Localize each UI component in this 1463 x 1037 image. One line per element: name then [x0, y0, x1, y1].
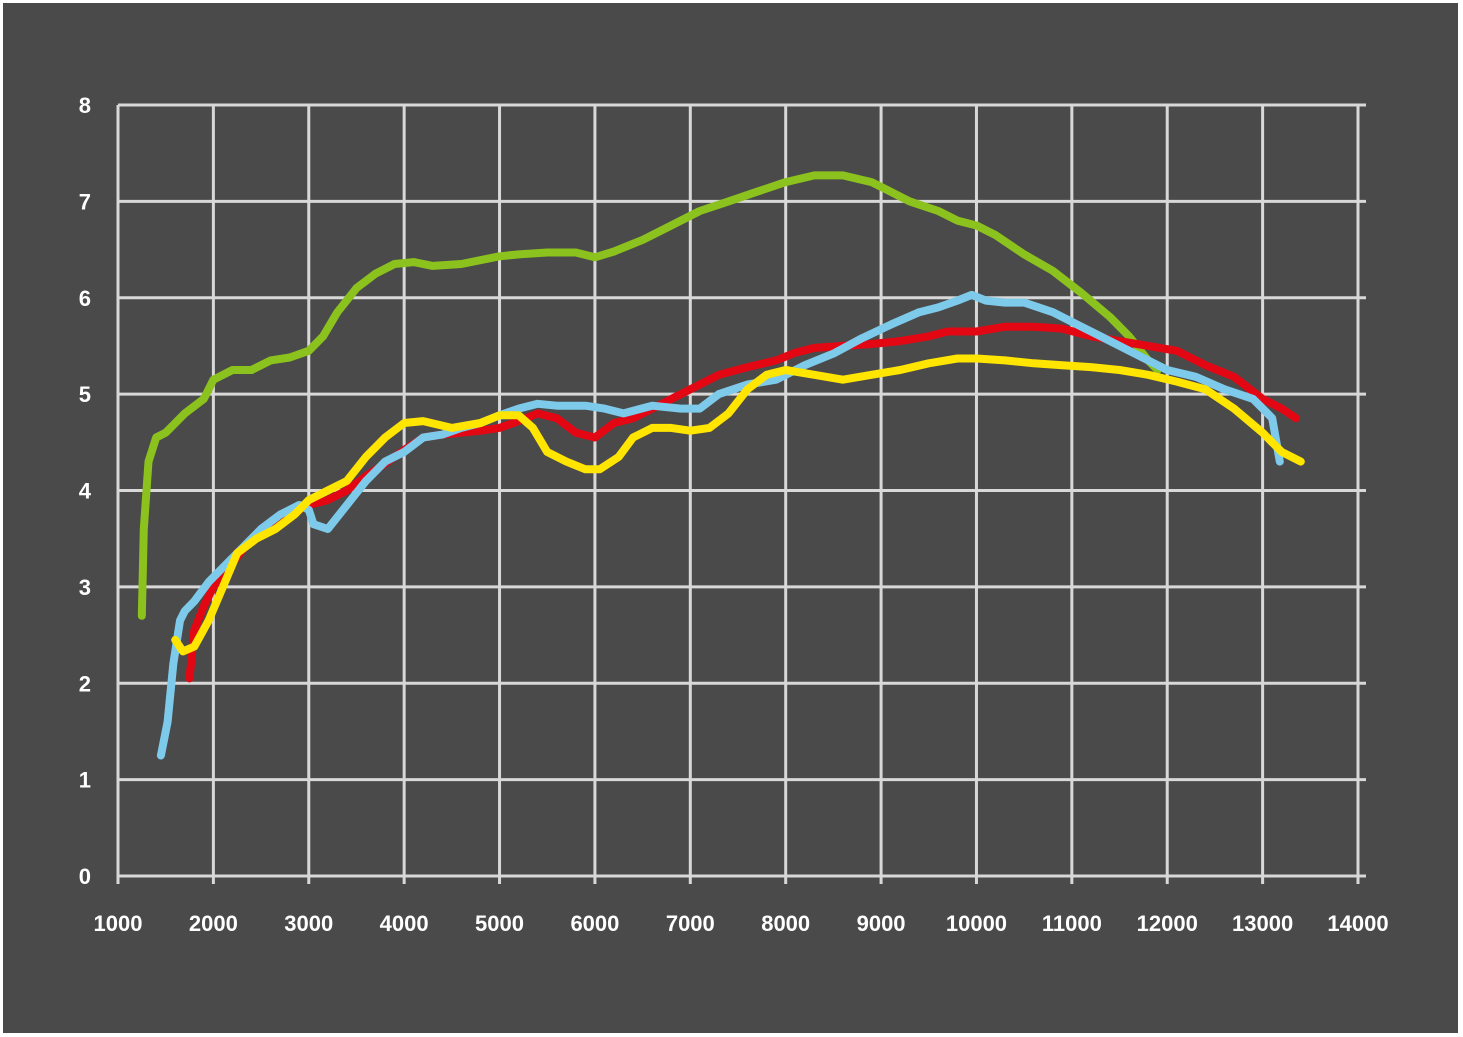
y-tick-label: 4	[79, 479, 92, 504]
x-tick-label: 6000	[570, 911, 619, 936]
series-line-3	[156, 290, 1284, 760]
x-tick-label: 5000	[475, 911, 524, 936]
x-tick-label: 2000	[189, 911, 238, 936]
series-lines	[137, 171, 1305, 760]
y-tick-label: 3	[79, 575, 91, 600]
series-line-1	[137, 171, 1162, 620]
x-tick-label: 10000	[946, 911, 1007, 936]
x-tick-label: 7000	[666, 911, 715, 936]
x-tick-label: 8000	[761, 911, 810, 936]
y-tick-label: 6	[79, 286, 91, 311]
x-tick-label: 13000	[1232, 911, 1293, 936]
x-tick-label: 1000	[94, 911, 143, 936]
y-tick-label: 0	[79, 864, 91, 889]
x-tick-label: 3000	[284, 911, 333, 936]
series-line-2	[185, 322, 1300, 683]
y-tick-label: 5	[79, 382, 91, 407]
tick-labels: 0 1 2 3 4 5 6 7 8 1000 2000 3000 4000 5000 6000 7000 800…	[79, 93, 1389, 936]
y-tick-label: 8	[79, 93, 91, 118]
x-tick-label: 9000	[857, 911, 906, 936]
series-line-4	[171, 354, 1305, 656]
y-tick-label: 1	[79, 768, 91, 793]
x-tick-label: 12000	[1137, 911, 1198, 936]
y-tick-label: 2	[79, 671, 91, 696]
x-tick-label: 11000	[1042, 911, 1102, 936]
x-tick-label: 4000	[380, 911, 429, 936]
chart-frame: 0 1 2 3 4 5 6 7 8 1000 2000 3000 4000 5000 6000 7000 800…	[3, 3, 1458, 1033]
line-chart: 0 1 2 3 4 5 6 7 8 1000 2000 3000 4000 5000 6000 7000 800…	[79, 93, 1389, 936]
y-tick-label: 7	[79, 189, 91, 214]
x-tick-label: 14000	[1327, 911, 1388, 936]
gridlines	[116, 103, 1366, 884]
